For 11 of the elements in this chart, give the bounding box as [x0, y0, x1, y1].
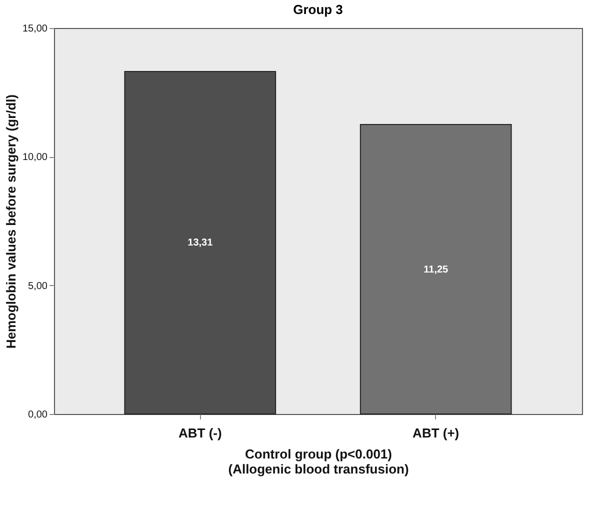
x-axis-title: Control group (p<0.001) (Allogenic blood transfusion) [228, 446, 409, 476]
x-tick-label: ABT (-) [178, 426, 222, 440]
y-tick-label: 5,00 [28, 280, 48, 292]
data-label: 13,31 [188, 238, 214, 249]
data-label: 11,25 [424, 264, 449, 276]
chart-title: Group 3 [293, 2, 343, 17]
y-tick-label: 0,00 [28, 410, 48, 420]
y-tick-label: 10,00 [22, 152, 48, 164]
y-axis-title: Hemoglobin values before surgery (gr/dl) [3, 94, 18, 349]
y-tick-label: 15,00 [22, 24, 48, 34]
x-tick-label: ABT (+) [412, 426, 460, 440]
